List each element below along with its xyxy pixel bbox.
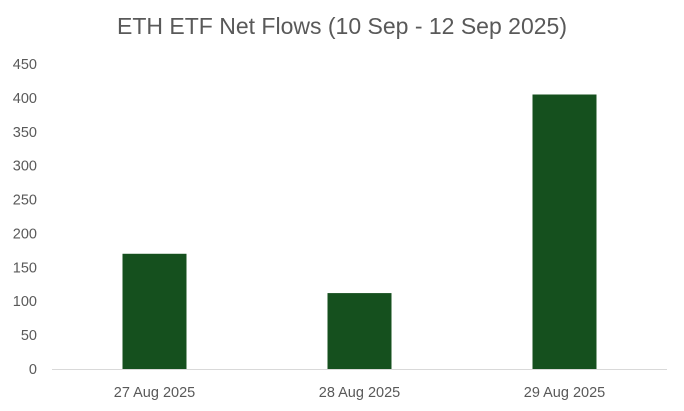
bar [532,94,597,369]
y-tick-label: 300 [13,159,37,175]
y-tick-label: 250 [13,193,37,209]
y-tick-label: 350 [13,125,37,141]
y-tick-label: 400 [13,91,37,107]
y-tick-label: 150 [13,260,37,276]
y-tick-label: 0 [29,362,37,378]
x-axis: 27 Aug 2025 28 Aug 2025 29 Aug 2025 [114,385,605,401]
bar [327,293,392,369]
x-tick-label: 28 Aug 2025 [319,385,400,401]
y-tick-label: 200 [13,226,37,242]
y-tick-label: 50 [21,328,37,344]
y-tick-label: 100 [13,294,37,310]
bar [122,253,187,369]
chart-title: ETH ETF Net Flows (10 Sep - 12 Sep 2025) [117,13,567,39]
bars [122,94,597,369]
x-tick-label: 27 Aug 2025 [114,385,195,401]
x-tick-label: 29 Aug 2025 [524,385,605,401]
y-axis: 0 50 100 150 200 250 300 350 400 450 [13,57,37,378]
y-tick-label: 450 [13,57,37,73]
